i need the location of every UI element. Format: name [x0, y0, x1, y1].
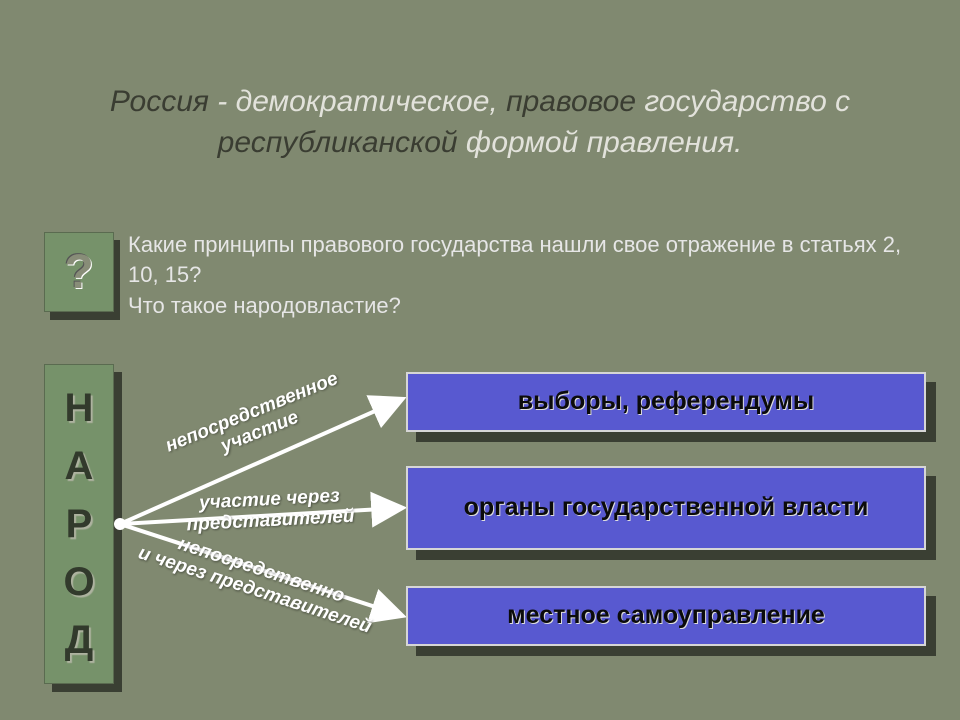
- title-word: Россия: [110, 85, 209, 118]
- question-1: Какие принципы правового государства наш…: [128, 230, 920, 289]
- title-word: республиканской: [218, 126, 458, 159]
- source-letter: Д: [65, 618, 94, 663]
- edge-label-elections: непосредственноеучастие: [163, 369, 349, 477]
- source-letter: Н: [65, 386, 94, 431]
- source-letter: О: [63, 560, 94, 605]
- target-local-gov[interactable]: местное самоуправление: [406, 586, 926, 646]
- title-word: демократическое: [236, 85, 490, 118]
- title-word: формой правления.: [458, 126, 743, 159]
- title-word: государство с: [636, 85, 850, 118]
- question-text: Какие принципы правового государства наш…: [128, 230, 920, 323]
- edge-label-local-gov: непосредственнои через представителей: [136, 523, 381, 638]
- source-letter: А: [65, 444, 94, 489]
- target-state-organs[interactable]: органы государственной власти: [406, 466, 926, 550]
- target-elections[interactable]: выборы, референдумы: [406, 372, 926, 432]
- source-node: НАРОД: [44, 364, 114, 684]
- edge-label-state-organs: участие черезпредставителей: [185, 486, 355, 537]
- title-word: ,: [489, 85, 506, 118]
- slide-title: Россия - демократическое, правовое госуд…: [60, 82, 900, 163]
- question-2: Что такое народовластие?: [128, 291, 920, 321]
- title-word: -: [209, 85, 236, 118]
- question-icon-box: ?: [44, 232, 114, 312]
- title-word: правовое: [506, 85, 636, 118]
- source-letter: Р: [66, 502, 93, 547]
